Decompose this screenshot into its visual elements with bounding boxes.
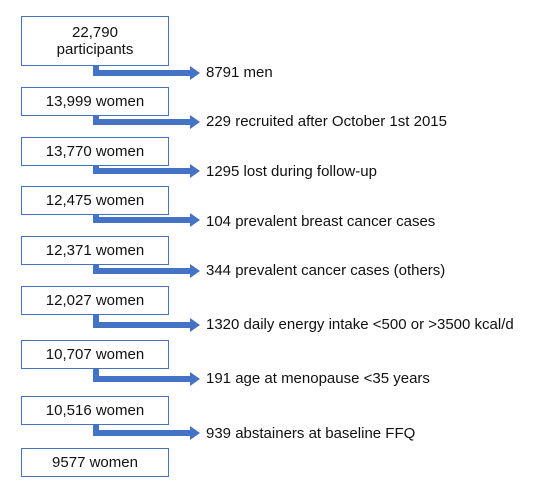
flow-box-participants: 22,790 participants	[21, 16, 169, 66]
arrow-shape	[93, 315, 200, 332]
exclusion-abstainers: 939 abstainers at baseline FFQ	[206, 425, 416, 442]
arrow-shape	[93, 115, 200, 129]
exclusion-late-recruitment: 229 recruited after October 1st 2015	[206, 113, 447, 130]
flow-box-women-2: 13,770 women	[21, 137, 169, 166]
flow-box-women-3: 12,475 women	[21, 186, 169, 215]
elbow-arrow-5	[93, 264, 200, 278]
exclusion-menopause-age: 191 age at menopause <35 years	[206, 370, 430, 387]
arrow-shape	[93, 66, 200, 80]
exclusion-breast-cancer: 104 prevalent breast cancer cases	[206, 213, 436, 230]
elbow-arrow-8	[93, 425, 200, 440]
flow-box-label: 13,770 women	[45, 143, 145, 160]
flow-box-label: 10,707 women	[45, 346, 145, 363]
flow-box-label: 13,999 women	[45, 93, 145, 110]
flow-box-label: 10,516 women	[45, 402, 145, 419]
flow-box-women-6: 10,707 women	[21, 340, 169, 369]
elbow-arrow-6	[93, 315, 200, 332]
exclusion-lost-follow-up: 1295 lost during follow-up	[206, 163, 377, 180]
flow-box-label: 12,371 women	[45, 242, 145, 259]
flow-box-label: 12,475 women	[45, 192, 145, 209]
flow-box-women-1: 13,999 women	[21, 87, 169, 116]
flow-box-women-final: 9577 women	[21, 448, 169, 477]
flow-box-count: 22,790	[72, 24, 118, 41]
arrow-shape	[93, 264, 200, 278]
exclusion-energy-intake: 1320 daily energy intake <500 or >3500 k…	[206, 316, 514, 333]
elbow-arrow-2	[93, 115, 200, 129]
elbow-arrow-1	[93, 66, 200, 80]
elbow-arrow-7	[93, 369, 200, 386]
flow-box-label: 9577 women	[52, 454, 138, 471]
exclusion-other-cancer: 344 prevalent cancer cases (others)	[206, 262, 446, 279]
arrow-shape	[93, 425, 200, 440]
exclusion-men: 8791 men	[206, 64, 273, 81]
flow-box-women-7: 10,516 women	[21, 396, 169, 425]
flow-box-label: participants	[56, 41, 134, 58]
arrow-shape	[93, 369, 200, 386]
flow-box-women-4: 12,371 women	[21, 236, 169, 265]
flow-box-women-5: 12,027 women	[21, 286, 169, 315]
elbow-arrow-4	[93, 213, 200, 227]
elbow-arrow-3	[93, 164, 200, 178]
arrow-shape	[93, 213, 200, 227]
arrow-shape	[93, 164, 200, 178]
flow-box-label: 12,027 women	[45, 292, 145, 309]
